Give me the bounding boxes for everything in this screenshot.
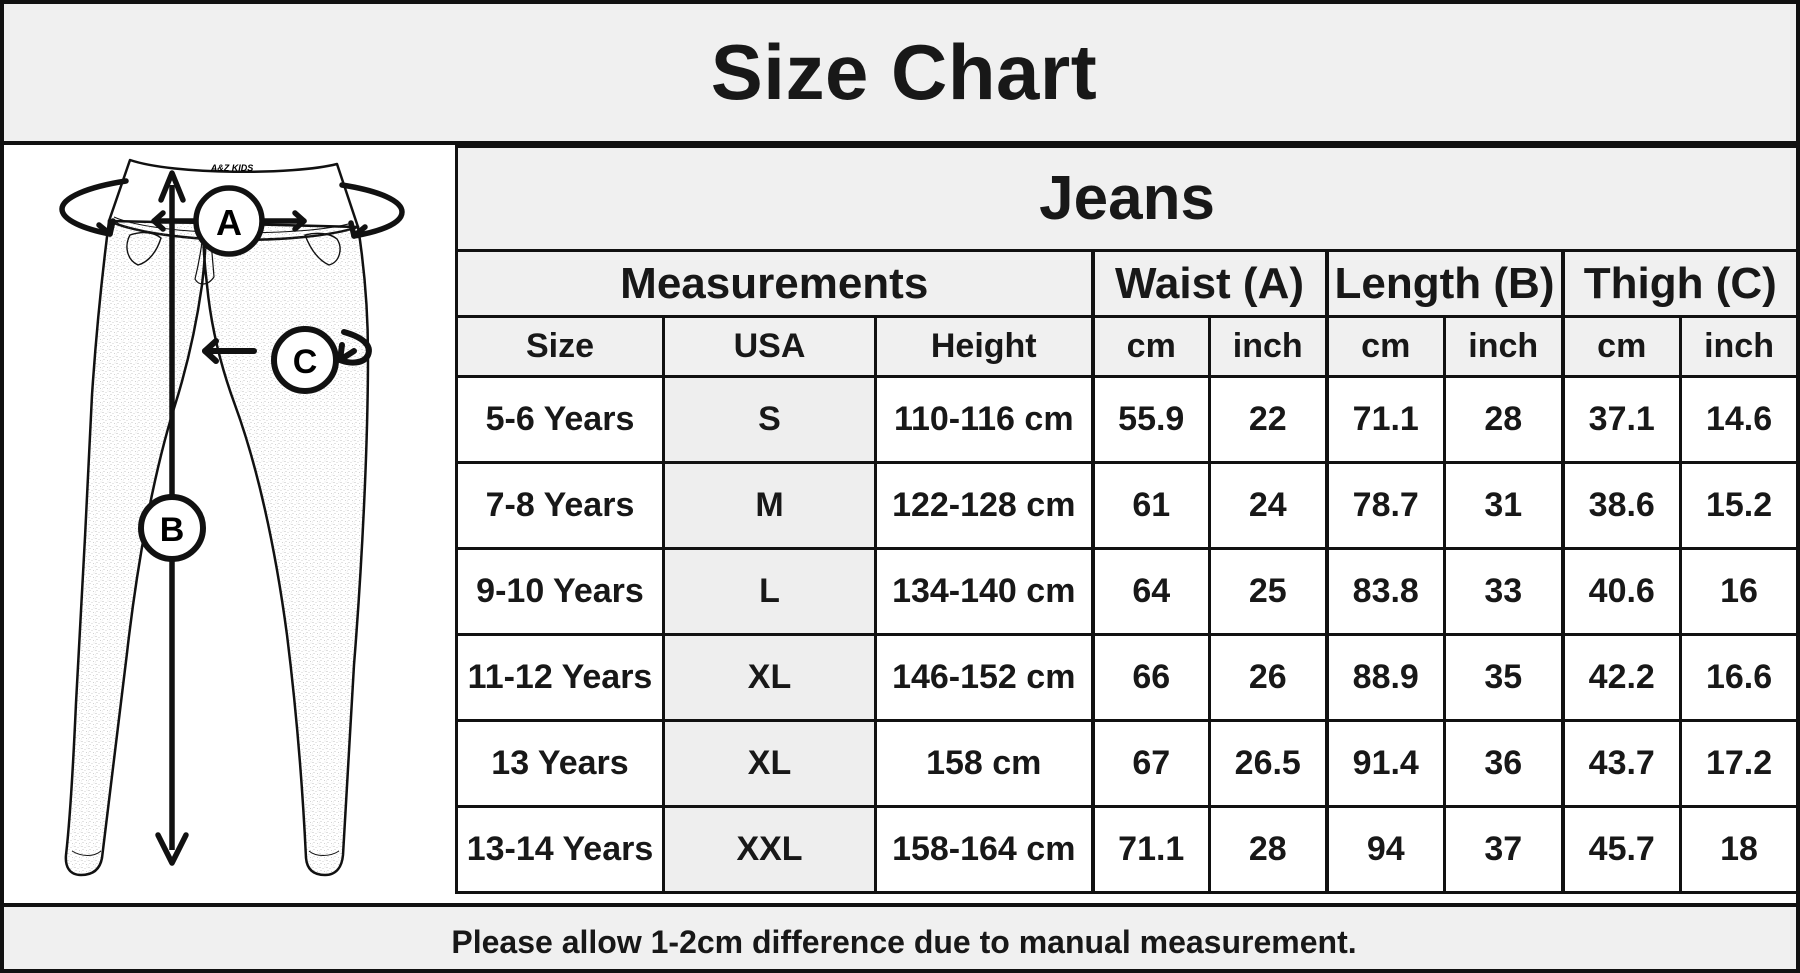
svg-text:C: C xyxy=(293,343,318,381)
svg-text:B: B xyxy=(160,511,185,549)
svg-text:A: A xyxy=(216,202,242,243)
svg-text:A&Z KIDS: A&Z KIDS xyxy=(210,163,254,173)
